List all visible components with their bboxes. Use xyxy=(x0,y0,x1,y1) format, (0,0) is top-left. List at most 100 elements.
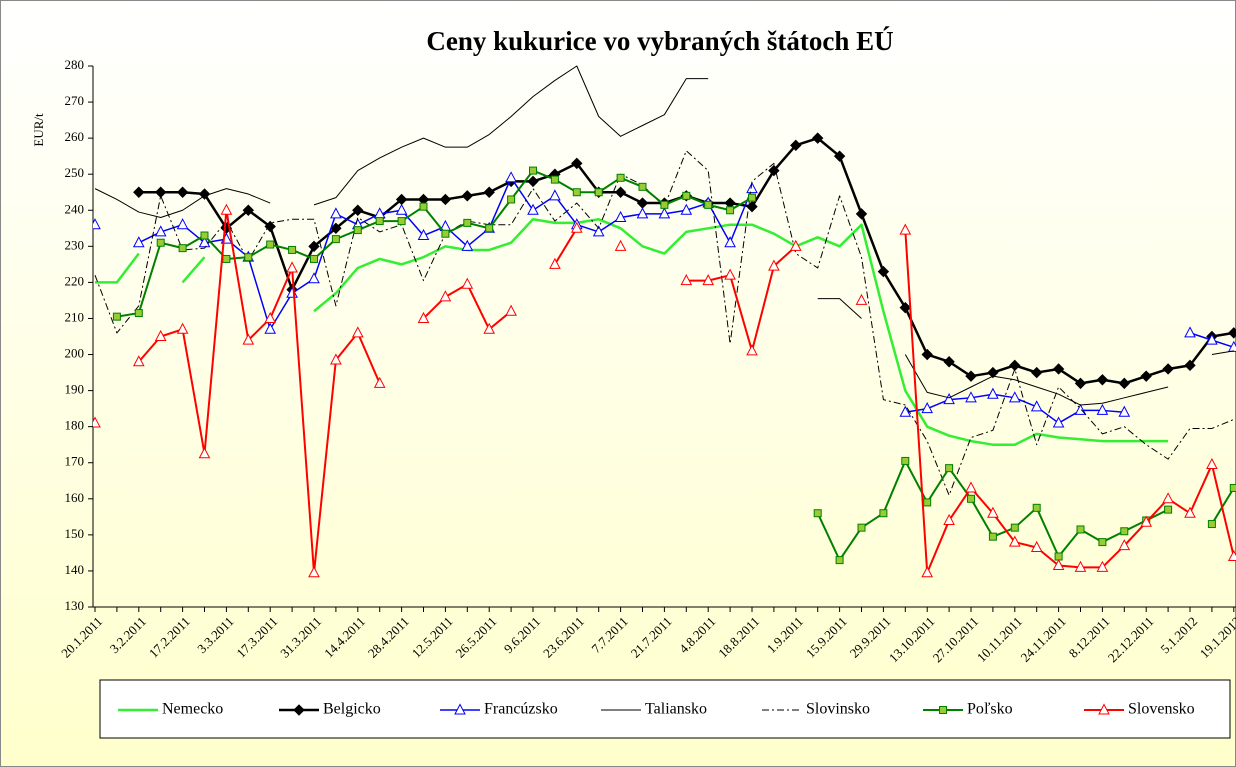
marker xyxy=(1096,374,1109,386)
marker xyxy=(353,226,362,235)
legend-label: Nemecko xyxy=(162,701,223,718)
y-tick-label: 230 xyxy=(65,237,85,252)
marker xyxy=(899,223,912,235)
marker xyxy=(1008,535,1021,547)
marker xyxy=(1052,416,1065,428)
y-tick-label: 280 xyxy=(65,57,85,72)
marker xyxy=(550,175,559,184)
y-tick-label: 270 xyxy=(65,93,85,108)
y-tick-label: 170 xyxy=(65,454,85,469)
marker xyxy=(331,235,340,244)
series-line xyxy=(1211,350,1234,356)
marker xyxy=(1052,558,1065,571)
marker xyxy=(965,481,977,493)
marker xyxy=(176,218,189,230)
marker xyxy=(899,405,912,417)
marker xyxy=(1162,492,1174,504)
marker xyxy=(1206,333,1218,345)
marker xyxy=(594,188,603,197)
y-tick-label: 210 xyxy=(65,309,85,324)
marker xyxy=(1118,539,1131,551)
marker xyxy=(308,566,320,578)
y-tick-label: 220 xyxy=(65,273,85,288)
marker xyxy=(154,225,167,237)
marker xyxy=(658,207,671,219)
marker xyxy=(1074,377,1087,390)
marker xyxy=(395,203,408,215)
marker xyxy=(330,353,342,365)
series-line xyxy=(817,298,862,319)
marker xyxy=(527,203,539,215)
marker xyxy=(724,236,736,248)
y-tick-label: 140 xyxy=(65,562,85,577)
y-tick-label: 180 xyxy=(65,418,85,433)
marker xyxy=(154,329,167,341)
marker xyxy=(965,370,977,382)
marker xyxy=(943,356,955,368)
series-line xyxy=(94,150,1234,496)
y-tick-label: 200 xyxy=(65,346,85,361)
marker xyxy=(529,166,537,175)
marker xyxy=(726,206,735,215)
marker xyxy=(572,188,581,197)
marker xyxy=(485,224,494,233)
legend-label: Poľsko xyxy=(967,701,1013,718)
marker xyxy=(463,218,472,227)
marker xyxy=(419,202,428,211)
marker xyxy=(549,189,561,201)
marker xyxy=(899,301,912,314)
marker xyxy=(1162,363,1174,375)
marker xyxy=(682,191,691,200)
marker xyxy=(264,322,277,334)
marker xyxy=(441,229,450,238)
marker xyxy=(943,393,955,405)
marker xyxy=(397,217,406,226)
marker xyxy=(680,274,693,286)
marker xyxy=(417,228,430,241)
marker xyxy=(505,304,517,316)
marker xyxy=(921,402,934,414)
marker xyxy=(614,239,627,251)
marker xyxy=(417,311,430,323)
marker xyxy=(93,416,101,428)
marker xyxy=(242,204,255,216)
marker xyxy=(198,447,211,459)
marker xyxy=(266,240,275,249)
marker xyxy=(813,509,822,518)
marker xyxy=(746,182,758,194)
marker xyxy=(987,366,999,379)
marker xyxy=(132,236,145,248)
marker xyxy=(1120,527,1129,536)
marker xyxy=(702,274,715,286)
marker xyxy=(549,257,561,269)
y-tick-label: 130 xyxy=(65,598,85,613)
marker xyxy=(1076,525,1085,534)
marker xyxy=(176,322,189,334)
y-axis-label: EUR/t xyxy=(31,113,46,147)
marker xyxy=(987,506,999,518)
marker xyxy=(748,193,756,202)
marker xyxy=(461,239,474,251)
marker xyxy=(310,254,318,263)
marker xyxy=(638,182,647,191)
marker xyxy=(570,221,583,233)
marker xyxy=(811,132,824,144)
marker xyxy=(352,204,364,216)
y-tick-label: 260 xyxy=(65,129,85,144)
marker xyxy=(614,186,627,198)
marker xyxy=(1229,483,1236,492)
marker xyxy=(835,556,844,565)
marker xyxy=(454,703,466,715)
marker xyxy=(790,139,802,152)
y-tick-label: 160 xyxy=(65,490,85,505)
marker xyxy=(680,203,693,215)
marker xyxy=(1008,391,1021,403)
marker xyxy=(921,348,933,361)
series-line xyxy=(1211,487,1235,525)
marker xyxy=(1207,520,1216,529)
marker xyxy=(156,238,165,247)
marker xyxy=(507,195,516,204)
marker xyxy=(1228,327,1236,339)
marker xyxy=(704,200,713,209)
